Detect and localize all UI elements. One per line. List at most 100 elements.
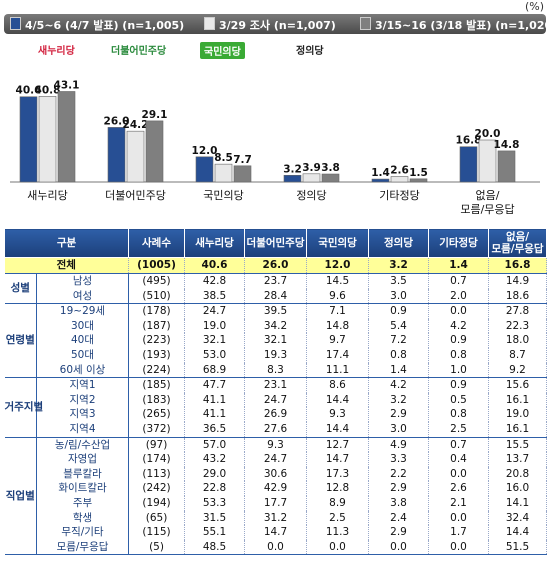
cell-value-1: 38.5 bbox=[184, 288, 246, 305]
legend-item-2: 3/29 조사 (n=1,007) bbox=[204, 17, 336, 33]
row-label: 지역3 bbox=[36, 407, 130, 422]
total-value-2: 26.0 bbox=[244, 257, 308, 274]
logo-kukmin: 국민의당 bbox=[200, 42, 245, 59]
cell-value-5: 4.2 bbox=[428, 318, 490, 334]
row-label: 지역4 bbox=[36, 421, 130, 438]
cell-value-4: 1.4 bbox=[368, 362, 430, 379]
row-label: 블루칼라 bbox=[36, 466, 130, 482]
cell-value-6: 8.7 bbox=[488, 347, 548, 363]
bar-1-1 bbox=[126, 130, 145, 183]
table-row: 30대 (187) 19.0 34.2 14.8 5.4 4.2 22.3 bbox=[5, 318, 548, 334]
bar-2-1 bbox=[214, 163, 233, 183]
cell-value-1: 41.1 bbox=[184, 392, 246, 408]
row-label: 여성 bbox=[36, 288, 130, 305]
crosstab-table-section: 구분 사례수 새누리당 더불어민주당 국민의당 정의당 기타정당 없음/모름/무응답 전체 (1… bbox=[3, 228, 548, 556]
row-label: 무직/기타 bbox=[36, 525, 130, 540]
cell-value-3: 14.4 bbox=[306, 421, 370, 438]
cell-value-5: 2.6 bbox=[428, 481, 490, 496]
cell-value-3: 2.5 bbox=[306, 510, 370, 526]
cell-value-4: 0.0 bbox=[368, 539, 430, 556]
cell-value-2: 27.6 bbox=[244, 421, 308, 438]
legend-label-3: 3/15~16 (3/18 발표) (n=1,020) bbox=[375, 19, 550, 32]
cell-value-0: (194) bbox=[128, 495, 186, 511]
cell-value-5: 0.7 bbox=[428, 437, 490, 453]
cell-value-2: 24.7 bbox=[244, 392, 308, 408]
cell-value-6: 22.3 bbox=[488, 318, 548, 334]
category-label-3-0: 정의당 bbox=[296, 189, 326, 202]
header-cell-0: 구분 bbox=[3, 228, 130, 258]
cell-value-6: 18.0 bbox=[488, 333, 548, 348]
cell-value-1: 42.8 bbox=[184, 273, 246, 289]
cell-value-6: 16.1 bbox=[488, 421, 548, 438]
cell-value-1: 32.1 bbox=[184, 333, 246, 348]
row-label: 30대 bbox=[36, 318, 130, 334]
cell-value-5: 0.4 bbox=[428, 452, 490, 467]
cell-value-3: 8.6 bbox=[306, 377, 370, 393]
table-row: 50대 (193) 53.0 19.3 17.4 0.8 0.8 8.7 bbox=[5, 347, 548, 363]
cell-value-2: 42.9 bbox=[244, 481, 308, 496]
cell-value-1: 43.2 bbox=[184, 452, 246, 467]
category-label-5-1: 모름/무응답 bbox=[460, 203, 514, 216]
cell-value-3: 14.8 bbox=[306, 318, 370, 334]
unit-label: (%) bbox=[524, 0, 544, 13]
cell-value-5: 0.0 bbox=[428, 510, 490, 526]
cell-value-1: 29.0 bbox=[184, 466, 246, 482]
bar-5-2 bbox=[497, 150, 516, 183]
cell-value-5: 0.0 bbox=[428, 466, 490, 482]
cell-value-6: 20.8 bbox=[488, 466, 548, 482]
bar-4-0 bbox=[371, 178, 390, 183]
row-label: 19~29세 bbox=[36, 303, 130, 319]
cell-value-2: 34.2 bbox=[244, 318, 308, 334]
logo-saenuri: 새누리당 bbox=[38, 46, 75, 57]
cell-value-5: 0.0 bbox=[428, 539, 490, 556]
total-value-3: 12.0 bbox=[306, 257, 370, 274]
table-row: 성별 남성 (495) 42.8 23.7 14.5 3.5 0.7 14.9 bbox=[4, 273, 548, 305]
cell-value-3: 12.7 bbox=[306, 437, 370, 453]
cell-value-2: 30.6 bbox=[244, 466, 308, 482]
header-cell-2: 새누리당 bbox=[184, 228, 246, 258]
cell-value-5: 0.0 bbox=[428, 303, 490, 319]
category-label-1-0: 더불어민주당 bbox=[105, 189, 166, 202]
total-value-4: 3.2 bbox=[368, 257, 430, 274]
table-row: 60세 이상 (224) 68.9 8.3 11.1 1.4 1.0 9.2 bbox=[5, 362, 548, 379]
cell-value-6: 16.0 bbox=[488, 481, 548, 496]
cell-value-0: (372) bbox=[128, 421, 186, 438]
bar-2-0 bbox=[195, 156, 214, 183]
row-label: 주부 bbox=[36, 495, 130, 511]
cell-value-6: 27.8 bbox=[488, 303, 548, 319]
bar-5-0 bbox=[459, 146, 478, 183]
cell-value-4: 3.0 bbox=[368, 288, 430, 305]
data-label-1-0: 26.0 bbox=[104, 115, 130, 127]
data-label-3-2: 3.8 bbox=[321, 162, 340, 174]
data-label-4-1: 2.6 bbox=[390, 165, 409, 177]
cell-value-2: 28.4 bbox=[244, 288, 308, 305]
table-row: 화이트칼라 (242) 22.8 42.9 12.8 2.9 2.6 16.0 bbox=[5, 481, 548, 496]
cell-value-3: 17.4 bbox=[306, 347, 370, 363]
total-value-5: 1.4 bbox=[428, 257, 490, 274]
total-value-1: 40.6 bbox=[184, 257, 246, 274]
legend-swatch-1 bbox=[10, 17, 21, 30]
category-label-4-0: 기타정당 bbox=[379, 189, 419, 202]
cell-value-4: 0.8 bbox=[368, 347, 430, 363]
legend: 4/5~6 (4/7 발표) (n=1,005) 3/29 조사 (n=1,00… bbox=[4, 14, 550, 34]
cell-value-0: (178) bbox=[128, 303, 186, 319]
table-row: 자영업 (174) 43.2 24.7 14.7 3.3 0.4 13.7 bbox=[5, 452, 548, 467]
cell-value-5: 0.5 bbox=[428, 392, 490, 408]
cell-value-4: 3.0 bbox=[368, 421, 430, 438]
cell-value-6: 51.5 bbox=[488, 539, 548, 556]
data-label-3-1: 3.9 bbox=[302, 162, 321, 174]
cell-value-3: 9.7 bbox=[306, 333, 370, 348]
group-label-3: 직업별 bbox=[4, 437, 37, 556]
bar-1-2 bbox=[145, 120, 164, 183]
row-label: 지역1 bbox=[36, 377, 130, 393]
group-label-0: 성별 bbox=[4, 273, 37, 305]
cell-value-0: (223) bbox=[128, 333, 186, 348]
table-row: 블루칼라 (113) 29.0 30.6 17.3 2.2 0.0 20.8 bbox=[5, 466, 548, 482]
cell-value-0: (174) bbox=[128, 452, 186, 467]
table-row: 40대 (223) 32.1 32.1 9.7 7.2 0.9 18.0 bbox=[5, 333, 548, 348]
row-label: 농/림/수산업 bbox=[36, 437, 130, 453]
cell-value-3: 7.1 bbox=[306, 303, 370, 319]
bar-1-0 bbox=[107, 127, 126, 183]
cell-value-1: 68.9 bbox=[184, 362, 246, 379]
row-label: 자영업 bbox=[36, 452, 130, 467]
